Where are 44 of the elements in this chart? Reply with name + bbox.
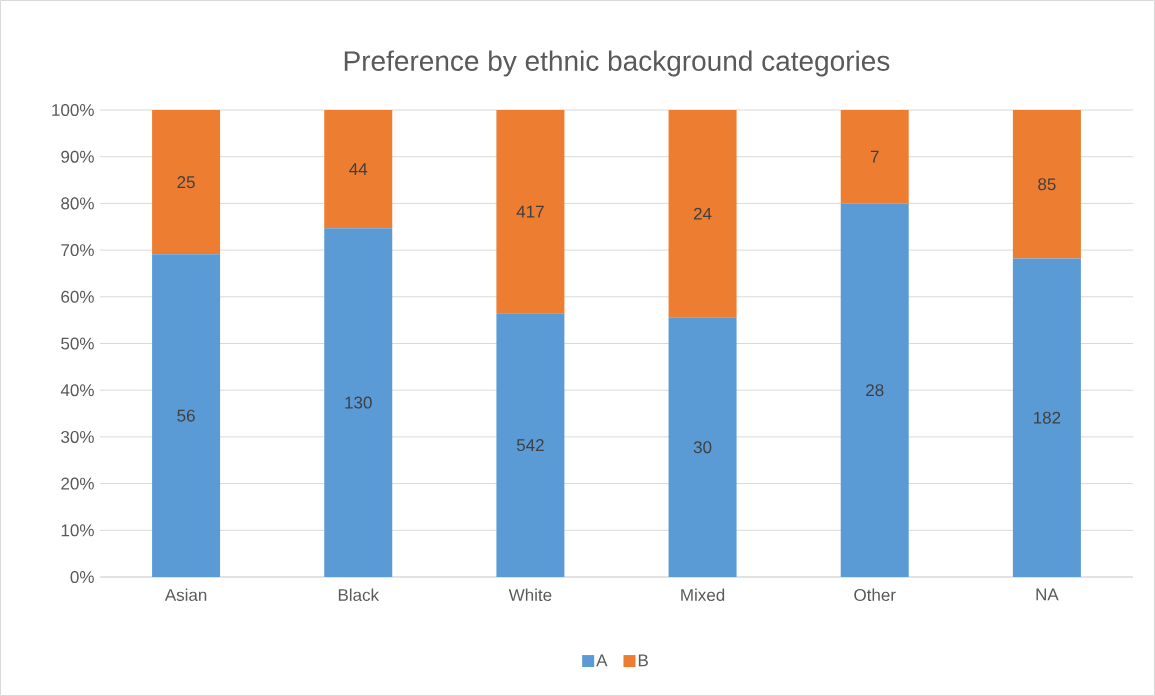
annotation: 25 [177, 176, 195, 189]
annotation: 7 [870, 150, 879, 163]
bar [1012, 110, 1081, 259]
x-tick-label: Other [854, 588, 896, 602]
legend-label: B [638, 654, 648, 667]
annotation: 44 [349, 163, 368, 175]
x-tick-label: Mixed [681, 588, 725, 602]
bar [840, 110, 909, 204]
legend-label: A [596, 654, 608, 667]
y-tick-label: 90% [61, 150, 94, 163]
annotation: 130 [345, 396, 372, 409]
annotation: 56 [177, 409, 195, 422]
y-tick-label: 70% [61, 244, 94, 257]
annotation: 417 [516, 205, 544, 218]
x-tick-label: Black [338, 588, 380, 602]
y-tick-label: 100% [52, 103, 94, 117]
y-tick-label: 0% [70, 570, 94, 584]
y-tick-label: 40% [60, 384, 94, 397]
bar [152, 254, 221, 577]
bar [324, 110, 393, 229]
bar [1012, 258, 1081, 577]
y-tick-label: 10% [61, 524, 94, 537]
x-tick-label: White [508, 588, 552, 602]
bar [324, 228, 393, 577]
bar [668, 317, 737, 577]
bar [840, 203, 909, 577]
y-tick-label: 60% [61, 290, 94, 303]
x-tick-label: NA [1036, 588, 1059, 601]
bar [496, 110, 565, 314]
annotation: 85 [1038, 178, 1056, 191]
y-tick-label: 30% [61, 430, 94, 443]
x-tick-label: Asian [164, 588, 207, 602]
annotation: 182 [1034, 411, 1061, 424]
annotation: 24 [693, 207, 712, 220]
bar [496, 313, 565, 577]
y-tick-label: 20% [61, 477, 94, 490]
bar [152, 110, 221, 255]
y-tick-label: 80% [61, 197, 94, 210]
annotation: 542 [516, 439, 544, 452]
y-tick-label: 50% [61, 337, 94, 350]
chart-title: Preference by ethnic background categories [344, 50, 890, 77]
annotation: 30 [693, 441, 712, 454]
annotation: 28 [866, 384, 884, 397]
bar [668, 110, 737, 318]
